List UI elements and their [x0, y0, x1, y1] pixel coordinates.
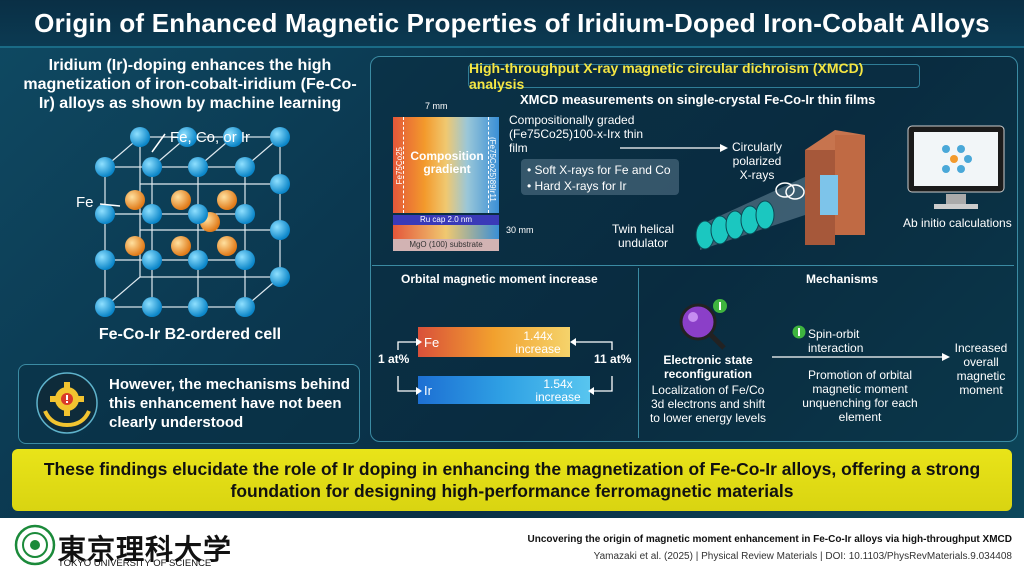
xray-hard: • Hard X-rays for Ir: [527, 179, 627, 193]
label-fe-co-ir: Fe, Co, or Ir: [170, 129, 251, 146]
at-right-label: 11 at%: [594, 352, 632, 366]
university-logo-en: TOKYO UNIVERSITY OF SCIENCE: [58, 558, 212, 569]
footer: [0, 518, 1024, 576]
magnifier-icon: [679, 299, 727, 350]
divider-vertical: [638, 268, 639, 438]
xmcd-header-text: High-throughput X-ray magnetic circular …: [469, 60, 864, 92]
cell-caption: Fe-Co-Ir B2-ordered cell: [98, 326, 282, 343]
substrate-layer: MgO (100) substrate: [393, 239, 499, 251]
fe-value: 1.44x increase: [515, 329, 561, 356]
university-logo-jp: 東京理科大学: [58, 534, 233, 565]
label-fe: Fe: [76, 194, 94, 211]
at-arrows: [397, 338, 613, 395]
width-label: 7 mm: [425, 101, 448, 111]
university-seal-icon: [14, 524, 56, 566]
intro-text: Iridium (Ir)-doping enhances the high ma…: [23, 57, 357, 112]
page-title: Origin of Enhanced Magnetic Properties o…: [34, 7, 990, 38]
lattice-bonds: [104, 136, 281, 308]
computer-icon: [907, 125, 1005, 209]
gradient-film: Fe75Co25 (Fe75Co25)89Ir11: [393, 117, 499, 213]
xmcd-header: High-throughput X-ray magnetic circular …: [468, 60, 920, 92]
lattice-diagram: [95, 127, 290, 317]
pointer-arrow-fe: [99, 203, 121, 207]
ab-initio-label: Ab initio calculations: [903, 216, 1012, 230]
ru-cap-layer: Ru cap 2.0 nm: [393, 215, 499, 225]
beamline-graphic: [620, 130, 865, 250]
xray-soft: • Soft X-rays for Fe and Co: [527, 163, 671, 177]
conclusion-banner: These findings elucidate the role of Ir …: [12, 449, 1012, 511]
atoms-orange: [125, 190, 237, 256]
right-composition: (Fe75Co25)89Ir11: [488, 137, 497, 202]
twin-undulator-label: Twin helical undulator: [611, 222, 675, 250]
film-layers: Ru cap 2.0 nm MgO (100) substrate: [393, 215, 499, 251]
divider-horizontal: [372, 265, 1014, 266]
fe-label: Fe: [424, 335, 440, 350]
sample-block: [805, 130, 865, 245]
film-layer: [393, 225, 499, 239]
circularly-polarized-label: Circularly polarized X-rays: [731, 140, 782, 182]
pointer-arrow-fcoir: [151, 133, 166, 153]
promotion-text: Promotion of orbital magnetic moment unq…: [802, 368, 918, 424]
ir-label: Ir: [424, 383, 432, 398]
graded-film-label: Compositionally graded (Fe75Co25)100-x-I…: [509, 113, 644, 155]
thickness-label: 30 mm: [506, 225, 534, 235]
xmcd-subtitle: XMCD measurements on single-crystal Fe-C…: [520, 92, 876, 107]
atoms-blue: [95, 127, 290, 317]
polarization-icon: [775, 182, 805, 200]
conclusion-text: These findings elucidate the role of Ir …: [43, 459, 981, 501]
increased-moment-text: Increased overall magnetic moment: [954, 341, 1008, 397]
orbital-header: Orbital magnetic moment increase: [401, 272, 598, 286]
however-box: However, the mechanisms behind this enha…: [18, 364, 360, 444]
gear-hands-icon: [36, 372, 98, 434]
spin-orbit-label: Spin-orbit interaction: [808, 327, 864, 355]
localization-text: Localization of Fe/Co 3d electrons and s…: [649, 383, 767, 425]
citation-title: Uncovering the origin of magnetic moment…: [527, 534, 1012, 545]
however-text: However, the mechanisms behind this enha…: [109, 376, 350, 431]
undulator-coils: [695, 200, 775, 250]
mechanism-arrow: [772, 353, 950, 361]
at-left-label: 1 at%: [378, 352, 410, 366]
ir-value: 1.54x increase: [535, 377, 581, 404]
electronic-state-label: Electronic state reconfiguration: [663, 353, 753, 381]
fe-bar: Fe 1.44x increase: [418, 327, 570, 357]
spin-up-icon: [792, 325, 806, 339]
citation-reference: Yamazaki et al. (2025) | Physical Review…: [593, 551, 1012, 562]
title-bar: Origin of Enhanced Magnetic Properties o…: [0, 0, 1024, 48]
xray-box: • Soft X-rays for Fe and Co • Hard X-ray…: [521, 159, 679, 195]
mechanisms-header: Mechanisms: [806, 272, 879, 286]
composition-gradient-label: Composition gradient: [410, 149, 484, 176]
ir-bar: Ir 1.54x increase: [418, 376, 590, 404]
